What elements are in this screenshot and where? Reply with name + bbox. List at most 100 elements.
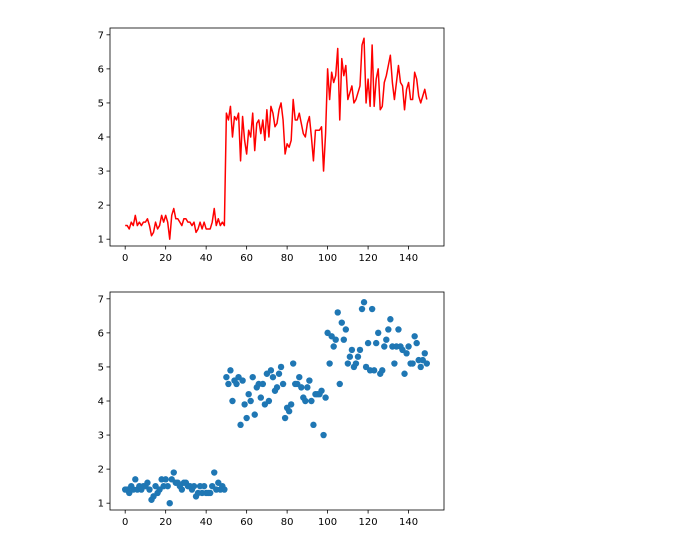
scatter-point [358, 305, 366, 313]
scatter-point [368, 305, 376, 313]
scatter-point [411, 333, 418, 340]
scatter-point [395, 326, 402, 333]
scatter-point [257, 394, 265, 401]
y-tick-label: 1 [98, 499, 104, 510]
y-tick-label: 1 [98, 235, 104, 246]
scatter-point [285, 408, 293, 415]
scatter-point [223, 373, 230, 381]
scatter-point [211, 469, 218, 476]
x-tick-label: 20 [159, 253, 172, 264]
x-tick-label: 80 [281, 517, 294, 528]
scatter-point [237, 421, 244, 429]
scatter-point [387, 316, 394, 323]
scatter-point [421, 350, 428, 357]
series-line [125, 37, 428, 240]
scatter-point [245, 390, 252, 398]
scatter-point [413, 339, 420, 347]
x-tick-label: 60 [240, 253, 253, 264]
x-tick-label: 20 [159, 517, 172, 528]
scatter-point [375, 329, 382, 337]
scatter-point [259, 380, 267, 388]
scatter-point [391, 360, 398, 367]
scatter-point [348, 346, 356, 354]
scatter-point [310, 421, 317, 429]
scatter-point [326, 360, 333, 367]
scatter-point [385, 326, 392, 333]
scatter-point [334, 309, 341, 316]
x-tick-label: 120 [359, 253, 378, 264]
scatter-point [383, 336, 390, 343]
x-tick-label: 80 [281, 253, 294, 264]
x-tick-label: 120 [359, 517, 378, 528]
scatter-point [352, 360, 360, 367]
y-tick-label: 3 [98, 431, 104, 442]
scatter-point [164, 482, 171, 490]
y-tick-label: 2 [98, 201, 104, 212]
x-tick-label: 100 [318, 517, 337, 528]
scatter-point [330, 343, 337, 350]
x-tick-label: 100 [318, 253, 337, 264]
y-tick-label: 7 [98, 294, 104, 305]
scatter-point [251, 411, 258, 418]
scatter-chart-panel: 0 20 40 60 80 100 120 140 1 2 3 4 5 6 7 [98, 291, 445, 528]
scatter-point [279, 380, 287, 388]
scatter-point [370, 367, 378, 374]
scatter-point [409, 360, 416, 367]
y-tick-label: 6 [98, 328, 104, 339]
y-tick-label: 2 [98, 465, 104, 476]
scatter-point [344, 360, 352, 367]
y-tick-label: 7 [98, 30, 104, 41]
scatter-point [304, 384, 311, 391]
scatter-point [241, 401, 248, 408]
scatter-point [338, 319, 345, 326]
x-tick-label: 60 [240, 517, 253, 528]
scatter-point [379, 367, 386, 374]
scatter-point [273, 384, 281, 391]
scatter-point [354, 353, 362, 360]
y-tick-label: 5 [98, 98, 104, 109]
scatter-point [247, 397, 254, 405]
scatter-point [166, 499, 173, 507]
scatter-point [306, 377, 313, 384]
scatter-point [364, 339, 372, 347]
x-tick-label: 40 [200, 253, 213, 264]
scatter-point [162, 476, 169, 483]
line-chart-panel: 0 20 40 60 80 100 120 140 1 2 3 4 5 6 7 [98, 27, 445, 264]
scatter-point [346, 353, 354, 360]
scatter-point [342, 326, 350, 333]
scatter-point [132, 476, 139, 483]
scatter-point [200, 482, 208, 490]
scatter-point [302, 397, 309, 405]
scatter-point [308, 397, 315, 405]
y-tick-label: 6 [98, 64, 104, 75]
scatter-point [403, 350, 410, 357]
scatter-point [336, 380, 343, 388]
scatter-point [332, 336, 339, 343]
scatter-point [249, 373, 256, 381]
scatter-point [340, 336, 347, 343]
scatter-point [287, 401, 295, 408]
scatter-point [267, 367, 275, 374]
scatter-point [239, 377, 246, 384]
scatter-point [229, 397, 236, 405]
x-tick-label: 40 [200, 517, 213, 528]
scatter-point [233, 380, 240, 388]
scatter-point [207, 489, 214, 497]
scatter-point [170, 469, 177, 476]
scatter-point [296, 373, 303, 381]
y-tick-label: 4 [98, 133, 104, 144]
y-tick-label: 4 [98, 397, 104, 408]
scatter-point [372, 339, 380, 347]
scatter-point [225, 380, 232, 388]
scatter-point [417, 363, 424, 371]
scatter-point [221, 486, 228, 493]
scatter-point [289, 360, 297, 367]
scatter-point [243, 414, 250, 422]
scatter-point [405, 343, 412, 350]
scatter-point [178, 486, 186, 493]
scatter-point [227, 367, 234, 374]
scatter-point [269, 373, 277, 381]
scatter-point [401, 370, 408, 377]
scatter-point [298, 384, 305, 391]
